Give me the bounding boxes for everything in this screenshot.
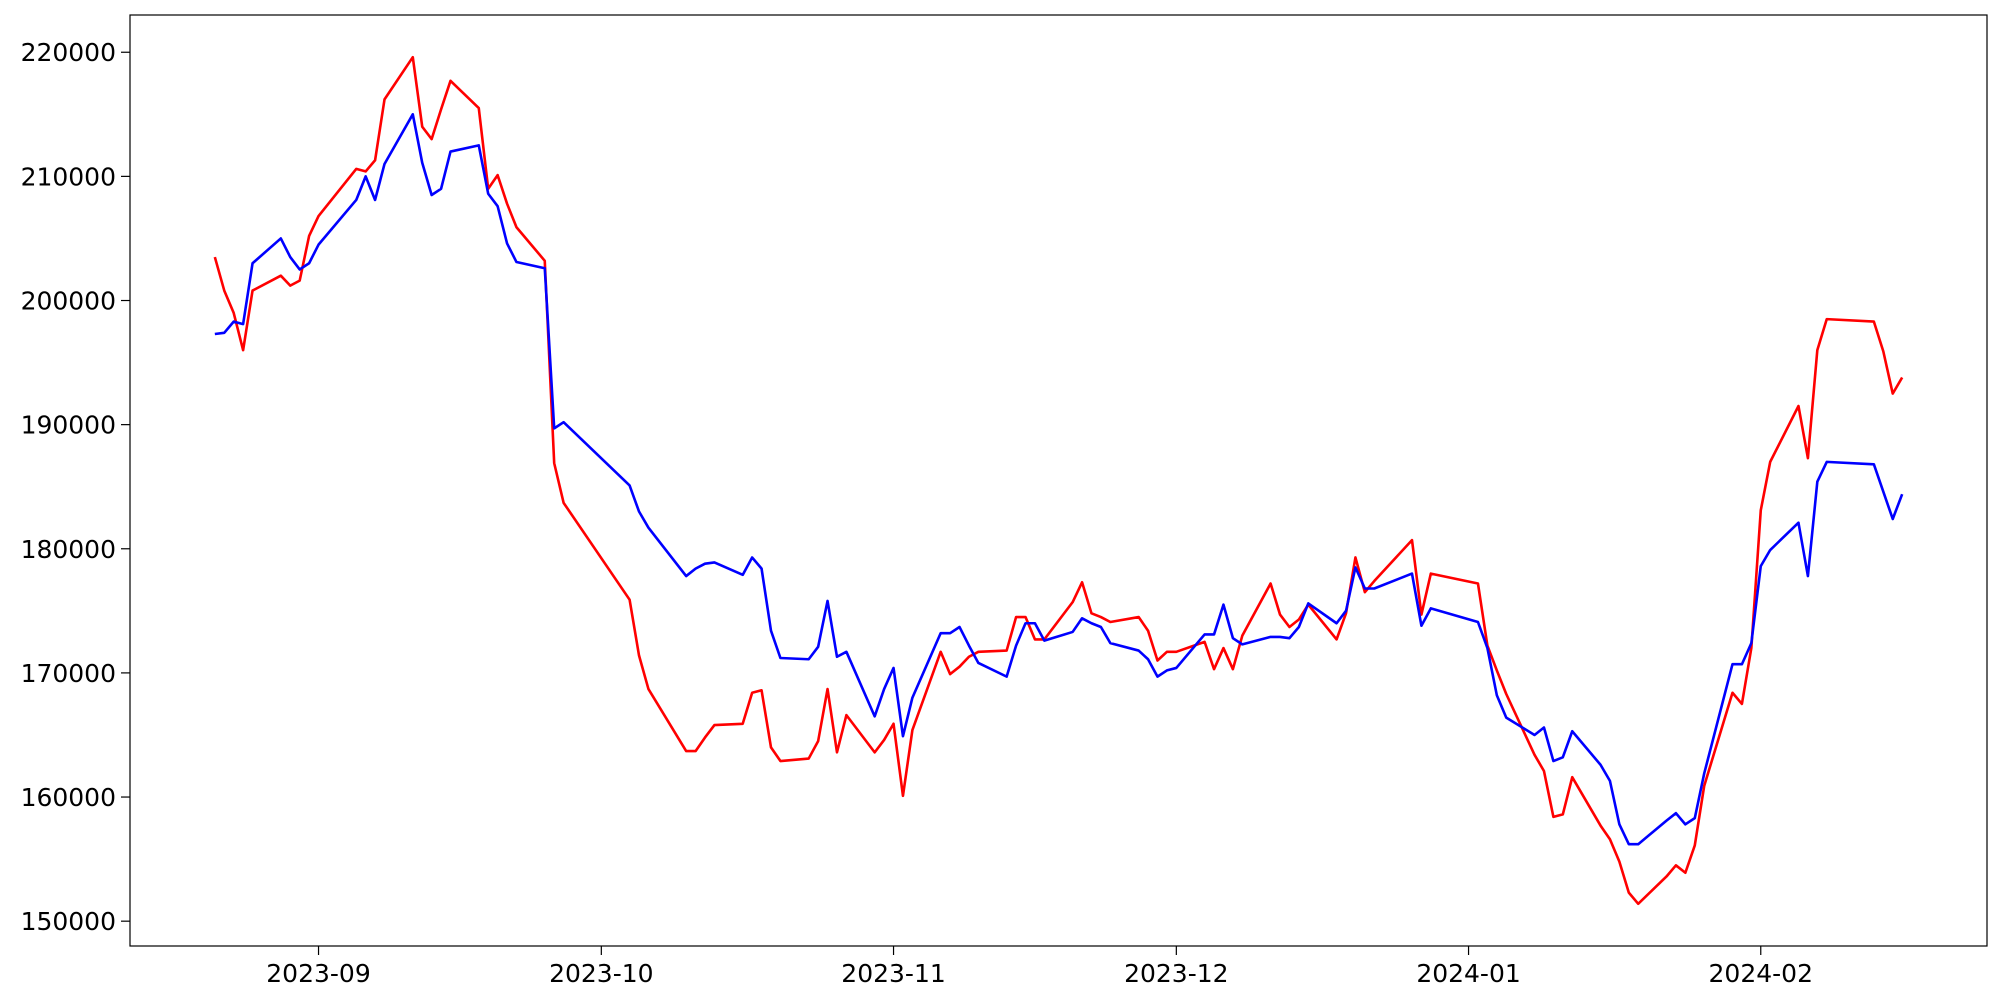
x-tick-label: 2024-01 xyxy=(1416,959,1520,988)
plot-frame xyxy=(129,14,1988,947)
x-tick-label: 2023-12 xyxy=(1124,959,1228,988)
x-tick-label: 2023-11 xyxy=(841,959,945,988)
y-tick-label: 150000 xyxy=(21,907,116,936)
y-tick-label: 210000 xyxy=(21,162,116,191)
x-tick-label: 2024-02 xyxy=(1709,959,1813,988)
x-tick-label: 2023-09 xyxy=(266,959,370,988)
y-tick-label: 220000 xyxy=(21,38,116,67)
y-tick-label: 180000 xyxy=(21,535,116,564)
y-tick-label: 190000 xyxy=(21,411,116,440)
y-tick-label: 200000 xyxy=(21,287,116,316)
y-tick-label: 170000 xyxy=(21,659,116,688)
series-line xyxy=(214,113,1904,846)
y-tick-label: 160000 xyxy=(21,783,116,812)
series-line xyxy=(213,55,1904,906)
x-tick-label: 2023-10 xyxy=(549,959,653,988)
